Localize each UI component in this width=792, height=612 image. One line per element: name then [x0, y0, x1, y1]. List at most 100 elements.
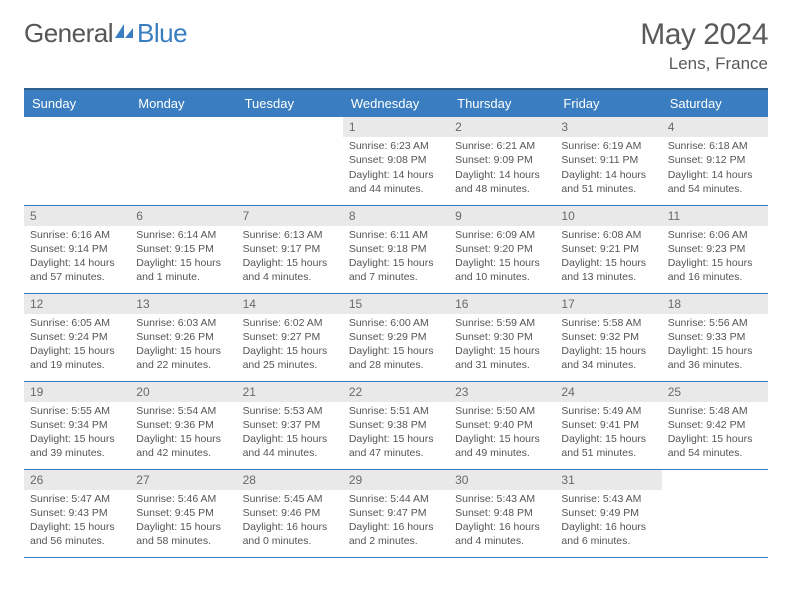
day-body: Sunrise: 6:19 AMSunset: 9:11 PMDaylight:… [555, 139, 661, 200]
sunset: Sunset: 9:47 PM [349, 506, 443, 520]
day-body: Sunrise: 5:59 AMSunset: 9:30 PMDaylight:… [449, 316, 555, 377]
day-number: 13 [130, 294, 236, 314]
sunset: Sunset: 9:20 PM [455, 242, 549, 256]
day-number: 31 [555, 470, 661, 490]
day-cell [237, 117, 343, 205]
sunset: Sunset: 9:15 PM [136, 242, 230, 256]
sunset: Sunset: 9:27 PM [243, 330, 337, 344]
day-body: Sunrise: 5:50 AMSunset: 9:40 PMDaylight:… [449, 404, 555, 465]
daylight: Daylight: 14 hours and 57 minutes. [30, 256, 124, 284]
day-body: Sunrise: 6:11 AMSunset: 9:18 PMDaylight:… [343, 228, 449, 289]
day-cell: 23Sunrise: 5:50 AMSunset: 9:40 PMDayligh… [449, 381, 555, 469]
sunrise: Sunrise: 5:43 AM [561, 492, 655, 506]
day-body: Sunrise: 6:14 AMSunset: 9:15 PMDaylight:… [130, 228, 236, 289]
day-body: Sunrise: 6:13 AMSunset: 9:17 PMDaylight:… [237, 228, 343, 289]
day-cell [130, 117, 236, 205]
sunset: Sunset: 9:45 PM [136, 506, 230, 520]
weekday-header: Thursday [449, 89, 555, 117]
sunrise: Sunrise: 6:18 AM [668, 139, 762, 153]
day-number: 5 [24, 206, 130, 226]
sunrise: Sunrise: 6:05 AM [30, 316, 124, 330]
daylight: Daylight: 15 hours and 44 minutes. [243, 432, 337, 460]
day-body: Sunrise: 5:53 AMSunset: 9:37 PMDaylight:… [237, 404, 343, 465]
sunset: Sunset: 9:32 PM [561, 330, 655, 344]
day-number: 20 [130, 382, 236, 402]
day-number: 26 [24, 470, 130, 490]
weekday-header: Sunday [24, 89, 130, 117]
sunset: Sunset: 9:09 PM [455, 153, 549, 167]
weekday-header: Friday [555, 89, 661, 117]
day-body: Sunrise: 5:56 AMSunset: 9:33 PMDaylight:… [662, 316, 768, 377]
day-body: Sunrise: 5:54 AMSunset: 9:36 PMDaylight:… [130, 404, 236, 465]
day-number: 27 [130, 470, 236, 490]
daylight: Daylight: 15 hours and 47 minutes. [349, 432, 443, 460]
daylight: Daylight: 16 hours and 0 minutes. [243, 520, 337, 548]
day-number: 19 [24, 382, 130, 402]
sunrise: Sunrise: 5:43 AM [455, 492, 549, 506]
week-row: 1Sunrise: 6:23 AMSunset: 9:08 PMDaylight… [24, 117, 768, 205]
sunset: Sunset: 9:11 PM [561, 153, 655, 167]
day-cell: 28Sunrise: 5:45 AMSunset: 9:46 PMDayligh… [237, 469, 343, 557]
day-cell: 6Sunrise: 6:14 AMSunset: 9:15 PMDaylight… [130, 205, 236, 293]
day-cell: 31Sunrise: 5:43 AMSunset: 9:49 PMDayligh… [555, 469, 661, 557]
daylight: Daylight: 15 hours and 54 minutes. [668, 432, 762, 460]
day-number: 10 [555, 206, 661, 226]
day-cell: 30Sunrise: 5:43 AMSunset: 9:48 PMDayligh… [449, 469, 555, 557]
sunset: Sunset: 9:30 PM [455, 330, 549, 344]
day-cell: 12 Sunrise: 6:05 AMSunset: 9:24 PMDayligh… [24, 293, 130, 381]
sunset: Sunset: 9:08 PM [349, 153, 443, 167]
day-cell: 27Sunrise: 5:46 AMSunset: 9:45 PMDayligh… [130, 469, 236, 557]
day-body: Sunrise: 6:23 AMSunset: 9:08 PMDaylight:… [343, 139, 449, 200]
day-number: 11 [662, 206, 768, 226]
daylight: Daylight: 15 hours and 19 minutes. [30, 344, 124, 372]
sunset: Sunset: 9:14 PM [30, 242, 124, 256]
logo-text-general: General [24, 18, 113, 49]
day-body: Sunrise: 5:55 AMSunset: 9:34 PMDaylight:… [24, 404, 130, 465]
day-cell: 19Sunrise: 5:55 AMSunset: 9:34 PMDayligh… [24, 381, 130, 469]
sunrise: Sunrise: 6:08 AM [561, 228, 655, 242]
weekday-header: Monday [130, 89, 236, 117]
day-body: Sunrise: 5:46 AMSunset: 9:45 PMDaylight:… [130, 492, 236, 553]
sunrise: Sunrise: 5:58 AM [561, 316, 655, 330]
sunrise: Sunrise: 5:44 AM [349, 492, 443, 506]
sunrise: Sunrise: 5:48 AM [668, 404, 762, 418]
sunset: Sunset: 9:29 PM [349, 330, 443, 344]
sunset: Sunset: 9:17 PM [243, 242, 337, 256]
sunset: Sunset: 9:43 PM [30, 506, 124, 520]
day-body: Sunrise: 5:43 AMSunset: 9:48 PMDaylight:… [449, 492, 555, 553]
month-title: May 2024 [640, 18, 768, 52]
day-number: 24 [555, 382, 661, 402]
day-cell: 2Sunrise: 6:21 AMSunset: 9:09 PMDaylight… [449, 117, 555, 205]
day-number: 18 [662, 294, 768, 314]
day-body: Sunrise: 6:08 AMSunset: 9:21 PMDaylight:… [555, 228, 661, 289]
sunrise: Sunrise: 5:53 AM [243, 404, 337, 418]
sunset: Sunset: 9:24 PM [30, 330, 124, 344]
day-body: Sunrise: 5:48 AMSunset: 9:42 PMDaylight:… [662, 404, 768, 465]
day-body: Sunrise: 6:09 AMSunset: 9:20 PMDaylight:… [449, 228, 555, 289]
week-row: 19Sunrise: 5:55 AMSunset: 9:34 PMDayligh… [24, 381, 768, 469]
daylight: Daylight: 15 hours and 56 minutes. [30, 520, 124, 548]
day-cell: 14Sunrise: 6:02 AMSunset: 9:27 PMDayligh… [237, 293, 343, 381]
day-cell: 17Sunrise: 5:58 AMSunset: 9:32 PMDayligh… [555, 293, 661, 381]
sunrise: Sunrise: 5:49 AM [561, 404, 655, 418]
day-cell: 20Sunrise: 5:54 AMSunset: 9:36 PMDayligh… [130, 381, 236, 469]
day-cell: 3Sunrise: 6:19 AMSunset: 9:11 PMDaylight… [555, 117, 661, 205]
daylight: Daylight: 15 hours and 39 minutes. [30, 432, 124, 460]
daylight: Daylight: 16 hours and 2 minutes. [349, 520, 443, 548]
day-cell: 10Sunrise: 6:08 AMSunset: 9:21 PMDayligh… [555, 205, 661, 293]
calendar-body: 1Sunrise: 6:23 AMSunset: 9:08 PMDaylight… [24, 117, 768, 557]
sunrise: Sunrise: 5:46 AM [136, 492, 230, 506]
daylight: Daylight: 15 hours and 4 minutes. [243, 256, 337, 284]
daylight: Daylight: 15 hours and 22 minutes. [136, 344, 230, 372]
day-body: Sunrise: 5:47 AMSunset: 9:43 PMDaylight:… [24, 492, 130, 553]
daylight: Daylight: 15 hours and 42 minutes. [136, 432, 230, 460]
day-body: Sunrise: 6:06 AMSunset: 9:23 PMDaylight:… [662, 228, 768, 289]
week-row: 12Sunrise: 6:05 AMSunset: 9:24 PMDayligh… [24, 293, 768, 381]
day-body: Sunrise: 6:03 AMSunset: 9:26 PMDaylight:… [130, 316, 236, 377]
day-cell: 22Sunrise: 5:51 AMSunset: 9:38 PMDayligh… [343, 381, 449, 469]
sunrise: Sunrise: 6:06 AM [668, 228, 762, 242]
day-cell: 16Sunrise: 5:59 AMSunset: 9:30 PMDayligh… [449, 293, 555, 381]
day-number: 12 [24, 294, 130, 314]
daylight: Daylight: 15 hours and 36 minutes. [668, 344, 762, 372]
day-number: 22 [343, 382, 449, 402]
